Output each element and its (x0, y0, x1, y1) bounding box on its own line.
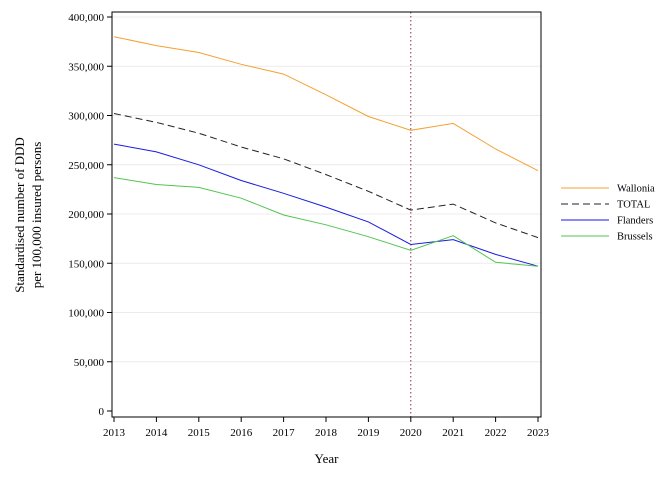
y-tick-label: 250,000 (68, 160, 104, 172)
legend-label-flanders: Flanders (617, 216, 653, 227)
series-line-wallonia (113, 36, 539, 172)
x-tick-label: 2019 (357, 427, 380, 439)
x-tick-label: 2017 (273, 427, 296, 439)
x-tick-label: 2014 (145, 427, 168, 439)
grid-lines (112, 16, 541, 363)
x-tick-label: 2015 (188, 427, 211, 439)
series-line-total (113, 113, 539, 239)
y-axis-title-line-1: Standardised number of DDD (12, 137, 27, 293)
y-tick-label: 50,000 (74, 357, 105, 369)
y-tick-label: 400,000 (68, 12, 104, 24)
x-tick-label: 2018 (315, 427, 338, 439)
legend-label-total: TOTAL (617, 200, 650, 211)
x-tick-label: 2016 (230, 427, 253, 439)
x-tick-label: 2020 (400, 427, 423, 439)
y-tick-label: 0 (99, 406, 105, 418)
y-tick-label: 350,000 (68, 61, 104, 73)
x-axis: 2013 2014 2015 2016 2017 2018 2019 2020 2021 2022… (103, 417, 550, 439)
series-line-flanders (113, 143, 539, 267)
x-tick-label: 2023 (527, 427, 550, 439)
y-tick-label: 300,000 (68, 111, 104, 123)
y-axis: 0 50,000 100,000 150,000 200,000 250,000 300,0… (68, 12, 112, 418)
series-lines (113, 36, 539, 267)
y-tick-label: 100,000 (68, 308, 104, 320)
x-tick-label: 2021 (442, 427, 464, 439)
x-tick-label: 2022 (485, 427, 507, 439)
series-line-brussels (113, 177, 539, 267)
y-tick-label: 200,000 (68, 209, 104, 221)
legend-label-brussels: Brussels (617, 232, 653, 243)
y-tick-label: 150,000 (68, 258, 104, 270)
legend: Wallonia TOTAL Flanders Brussels (561, 184, 655, 243)
legend-label-wallonia: Wallonia (617, 184, 655, 195)
x-axis-title: Year (315, 451, 340, 466)
x-tick-label: 2013 (103, 427, 126, 439)
y-axis-title-line-2: per 100,000 insured persons (29, 142, 44, 289)
